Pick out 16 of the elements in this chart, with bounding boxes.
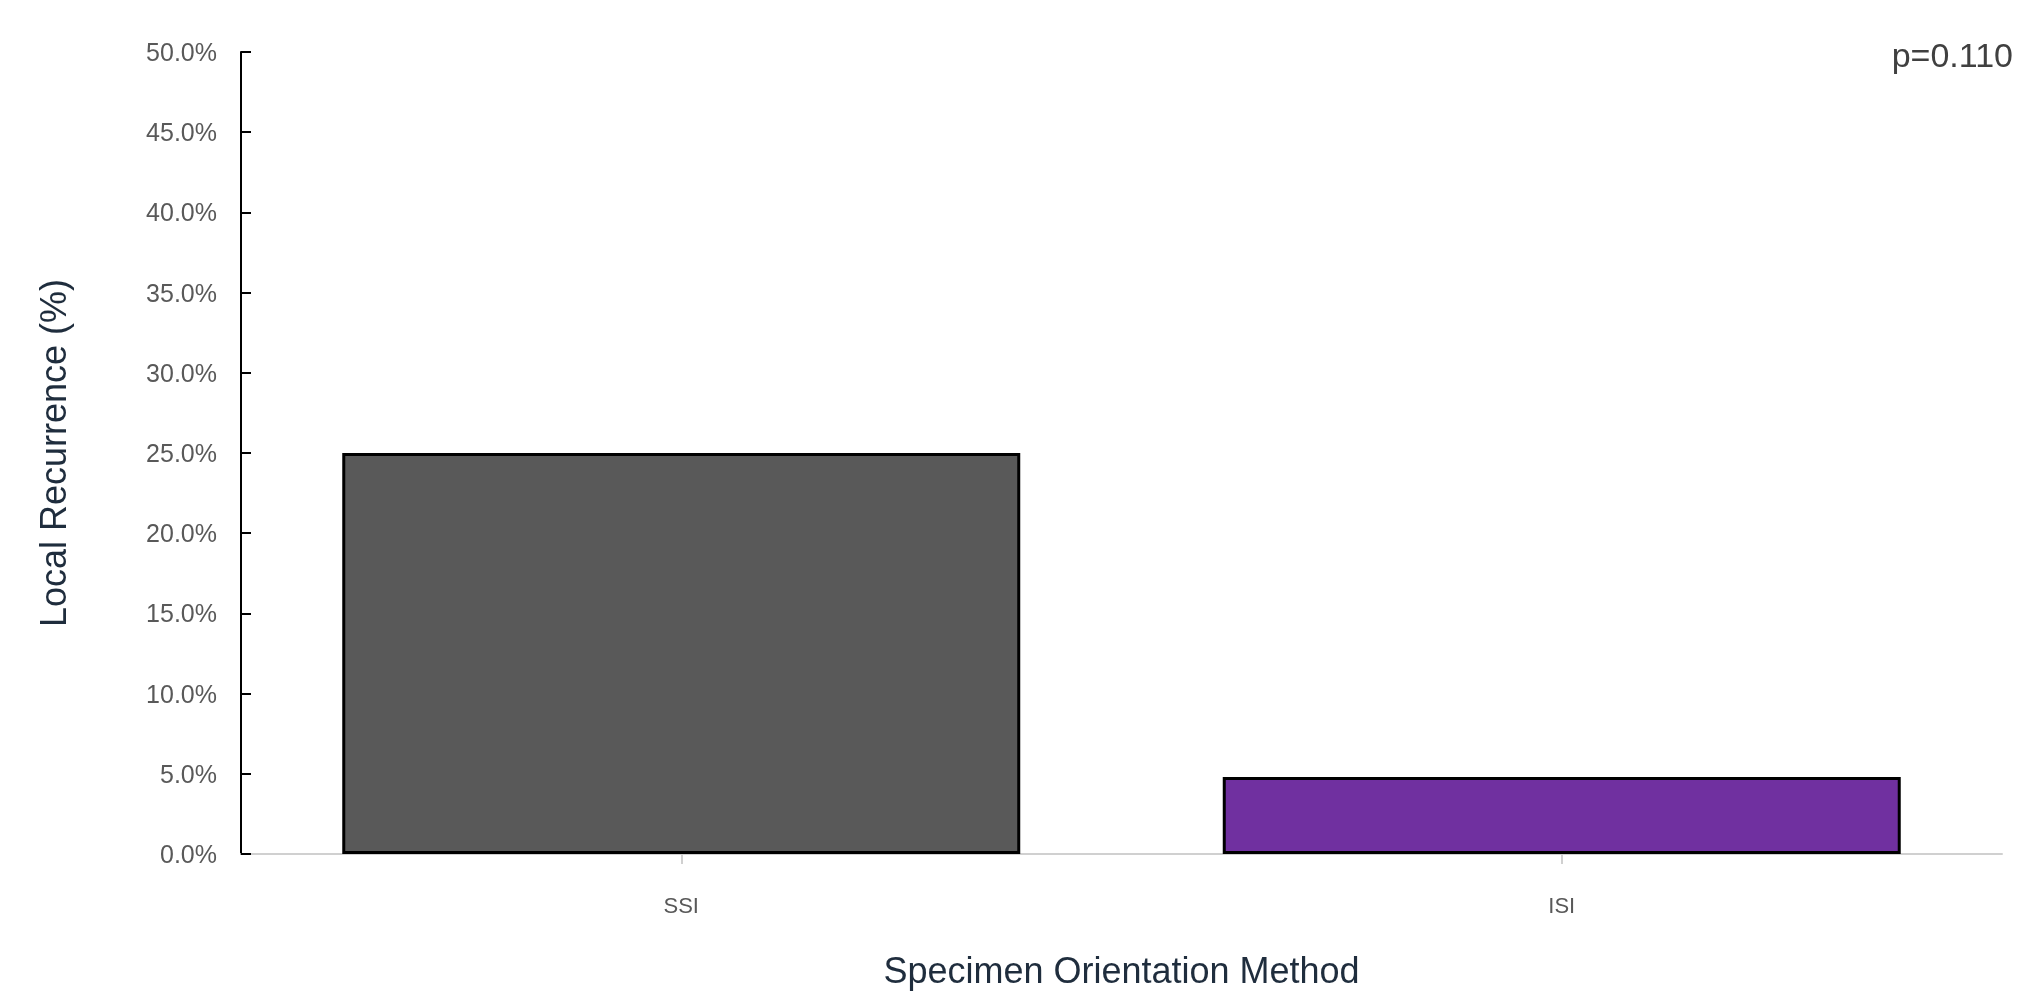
y-tick-label: 50.0% bbox=[146, 38, 217, 66]
y-tick-label: 40.0% bbox=[146, 198, 217, 227]
y-tick-label: 0.0% bbox=[160, 840, 217, 868]
y-tick-label: 15.0% bbox=[146, 599, 217, 628]
y-tick-label: 10.0% bbox=[146, 679, 217, 708]
y-tick-label: 20.0% bbox=[146, 519, 217, 548]
x-tick-label: SSI bbox=[663, 892, 699, 918]
x-tick-label: ISI bbox=[1548, 892, 1576, 918]
y-tick-label: 30.0% bbox=[146, 358, 217, 387]
x-axis-title: Specimen Orientation Method bbox=[883, 949, 1360, 991]
y-tick-label: 5.0% bbox=[160, 759, 217, 788]
y-tick-label: 35.0% bbox=[146, 278, 217, 307]
y-tick-label: 25.0% bbox=[146, 439, 217, 467]
y-axis-title: Local Recurrence (%) bbox=[32, 278, 74, 628]
annotation: p=0.110 bbox=[1891, 36, 2013, 74]
y-tick-label: 45.0% bbox=[146, 118, 217, 147]
